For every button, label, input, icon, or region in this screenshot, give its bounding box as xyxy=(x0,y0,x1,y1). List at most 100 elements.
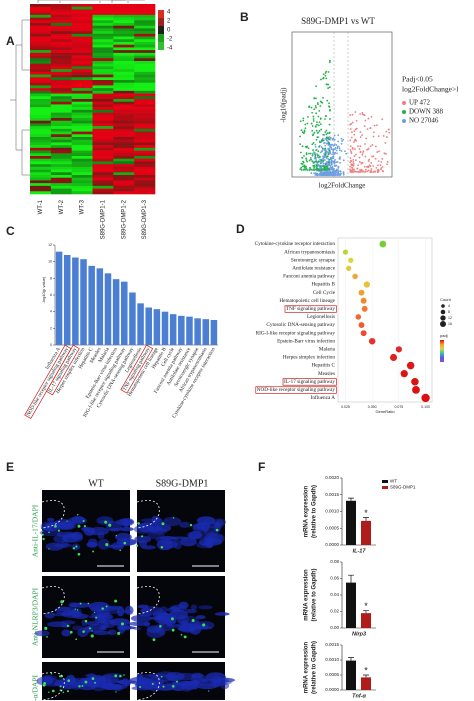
heatmap-cell xyxy=(30,6,52,10)
volcano-point xyxy=(314,97,317,100)
volcano-title: S89G-DMP1 vs WT xyxy=(301,16,375,26)
legend-marker xyxy=(402,110,406,114)
antibody-stain xyxy=(208,690,210,692)
heatmap-cell xyxy=(134,52,156,56)
antibody-stain xyxy=(202,623,206,627)
heatmap-cell xyxy=(71,177,93,181)
volcano-point xyxy=(299,143,302,146)
panel-label: D xyxy=(236,222,245,236)
dapi-stain xyxy=(81,526,90,532)
color-scale xyxy=(158,34,164,42)
heatmap-cell xyxy=(134,139,156,143)
outline xyxy=(41,672,65,701)
volcano-point xyxy=(359,131,362,133)
antibody-stain xyxy=(82,630,85,633)
dapi-stain xyxy=(34,630,50,637)
heatmap-cell xyxy=(113,107,135,111)
antibody-stain xyxy=(170,617,174,621)
x-tick-label: 0.100 xyxy=(421,405,430,409)
volcano-point xyxy=(329,171,332,174)
heatmap-cell xyxy=(113,36,135,40)
volcano-point xyxy=(320,128,323,131)
volcano-point xyxy=(334,164,336,167)
heatmap-cell xyxy=(71,31,93,35)
heatmap-cell xyxy=(71,188,93,192)
antibody-stain xyxy=(120,622,125,626)
heatmap-cell xyxy=(113,188,135,192)
heatmap-cell xyxy=(71,20,93,24)
heatmap-cell xyxy=(113,71,135,75)
volcano-point xyxy=(310,122,313,125)
volcano-point xyxy=(315,85,318,88)
dapi-stain xyxy=(111,684,125,691)
volcano-point xyxy=(356,167,359,170)
volcano-point xyxy=(320,101,323,104)
heatmap-cell xyxy=(113,85,135,89)
antibody-stain xyxy=(48,548,50,550)
volcano-point xyxy=(386,161,389,163)
volcano-point xyxy=(355,119,358,122)
dendrogram xyxy=(10,0,145,176)
volcano-point xyxy=(308,105,311,108)
volcano-point xyxy=(318,156,321,158)
volcano-point xyxy=(309,156,312,159)
heatmap-cell xyxy=(92,61,114,65)
volcano-point xyxy=(305,153,308,156)
volcano-point xyxy=(335,144,338,146)
volcano-point xyxy=(349,168,351,171)
volcano-point xyxy=(315,106,317,109)
row-label: Anti-NLRP3/DAPI xyxy=(31,587,40,646)
heatmap-cell xyxy=(30,23,52,27)
dapi-stain xyxy=(59,677,81,686)
heatmap-cell xyxy=(50,12,72,16)
heatmap-cell xyxy=(92,80,114,84)
heatmap-cell xyxy=(113,115,135,119)
volcano-point xyxy=(325,70,328,73)
volcano-point xyxy=(325,77,328,80)
heatmap-cell xyxy=(30,99,52,103)
heatmap-cell xyxy=(134,20,156,24)
heatmap-cell xyxy=(92,177,114,181)
heatmap-cell xyxy=(50,93,72,97)
volcano-point xyxy=(340,137,343,140)
bar xyxy=(104,273,112,345)
heatmap-cell xyxy=(134,188,156,192)
volcano-point xyxy=(345,152,348,155)
volcano-point xyxy=(312,169,315,171)
heatmap-cell xyxy=(113,31,135,35)
dapi-stain xyxy=(99,610,122,615)
legend-title: padj xyxy=(440,333,448,338)
dapi-stain xyxy=(157,679,170,684)
heatmap-cell xyxy=(134,63,156,67)
dapi-stain xyxy=(36,676,54,686)
volcano-point xyxy=(377,135,380,138)
volcano-point xyxy=(303,164,306,167)
volcano-point xyxy=(349,123,351,126)
heatmap-cell xyxy=(50,166,72,170)
heatmap-cell xyxy=(71,185,93,189)
heatmap-cell xyxy=(113,96,135,100)
antibody-stain xyxy=(176,680,179,683)
antibody-stain xyxy=(66,624,70,628)
y-tick-label: TNF signaling pathway xyxy=(286,306,335,312)
legend-title: Count xyxy=(440,297,452,302)
heatmap-cell xyxy=(134,137,156,141)
panel-label: A xyxy=(6,34,15,48)
volcano-point xyxy=(323,171,325,174)
heatmap-cell xyxy=(71,101,93,105)
heatmap-cell xyxy=(134,88,156,92)
heatmap-cell xyxy=(71,118,93,122)
volcano-point xyxy=(387,128,390,131)
heatmap-cell xyxy=(134,169,156,173)
legend-dot xyxy=(440,321,446,327)
heatmap-cell xyxy=(134,96,156,100)
antibody-stain xyxy=(59,689,62,692)
heatmap-cell xyxy=(134,82,156,86)
volcano-point xyxy=(313,131,316,134)
bar xyxy=(361,677,371,690)
volcano-point xyxy=(320,173,323,175)
volcano-point xyxy=(305,152,308,154)
volcano-point xyxy=(301,156,304,159)
heatmap-cell xyxy=(134,61,156,65)
heatmap-cell xyxy=(113,44,135,48)
